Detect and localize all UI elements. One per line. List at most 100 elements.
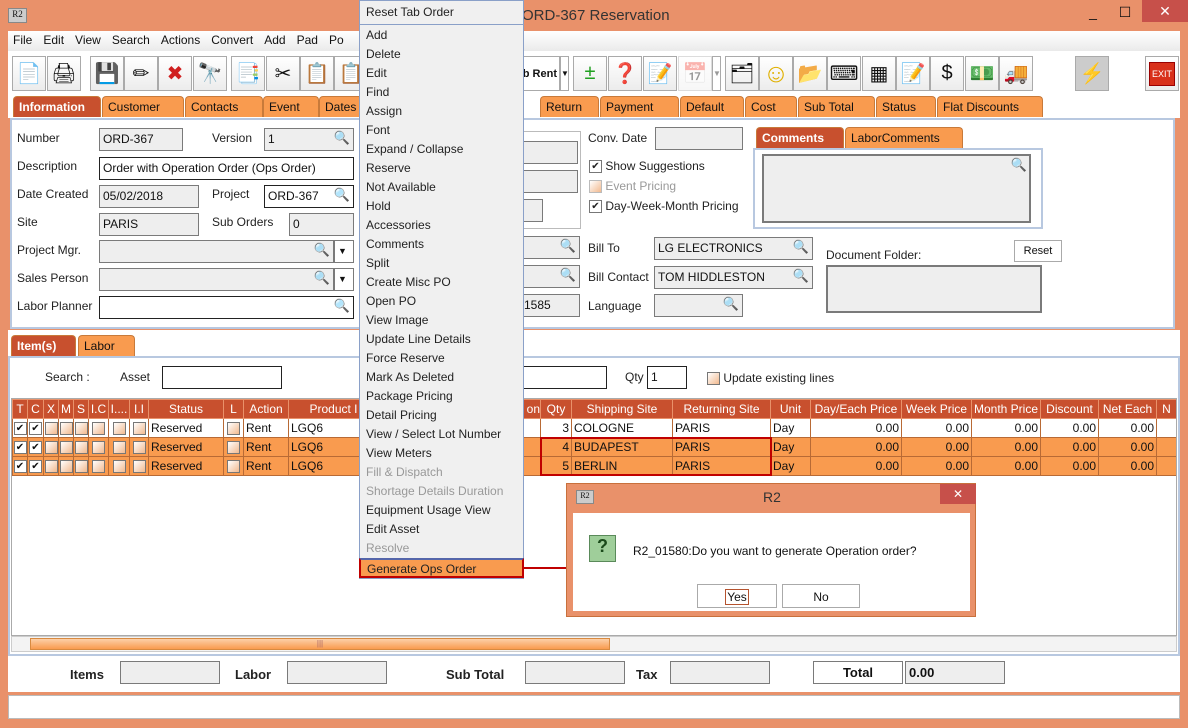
tab-sub-total[interactable]: Sub Total <box>798 96 875 117</box>
copy-icon[interactable]: 📋 <box>300 56 334 91</box>
returning-site-cell[interactable]: PARIS <box>672 456 771 476</box>
menu-actions[interactable]: Actions <box>160 33 201 47</box>
tab-customer[interactable]: Customer <box>102 96 184 117</box>
search-icon[interactable]: 🔍 <box>722 296 739 311</box>
money-forward-icon[interactable]: $ <box>930 56 964 91</box>
checkbox[interactable] <box>74 460 88 474</box>
menu-item-view-image[interactable]: View Image <box>366 313 429 327</box>
update-existing-lines-checkbox[interactable]: Update existing lines <box>707 371 834 386</box>
menu-po[interactable]: Po <box>328 33 344 47</box>
shipping-site-cell[interactable]: COLOGNE <box>571 418 673 438</box>
week-price-cell[interactable]: 0.00 <box>901 456 972 476</box>
sales-person-field[interactable]: 🔍 <box>99 268 334 291</box>
column-header[interactable]: N <box>1156 399 1176 419</box>
comments-textarea[interactable]: 🔍 <box>762 154 1031 223</box>
hierarchy-icon[interactable]: 🗂 <box>725 56 759 91</box>
column-header[interactable]: Unit <box>770 399 811 419</box>
search-icon[interactable]: 🔍 <box>333 187 350 202</box>
column-header[interactable]: L <box>223 399 244 419</box>
money-note-icon[interactable]: 💵 <box>965 56 999 91</box>
checkbox[interactable] <box>92 460 105 474</box>
day-price-cell[interactable]: 0.00 <box>810 418 902 438</box>
version-field[interactable]: 1 🔍 <box>264 128 354 151</box>
qty-cell[interactable]: 3 <box>540 418 572 438</box>
checkbox[interactable] <box>227 441 240 455</box>
checkbox[interactable] <box>92 441 105 455</box>
checkbox[interactable] <box>112 441 126 455</box>
site-field[interactable]: PARIS <box>99 213 199 236</box>
notepad-edit-icon[interactable]: 📝 <box>643 56 677 91</box>
hidden-field[interactable] <box>520 141 578 164</box>
day-price-cell[interactable]: 0.00 <box>810 456 902 476</box>
checkbox[interactable] <box>227 422 240 436</box>
menu-item-add[interactable]: Add <box>366 28 388 42</box>
conv-date-field[interactable] <box>655 127 743 150</box>
menu-item-view-select-lot-number[interactable]: View / Select Lot Number <box>366 427 502 441</box>
bill-contact-field[interactable]: TOM HIDDLESTON 🔍 <box>654 266 813 289</box>
checkbox[interactable] <box>112 422 126 436</box>
menu-item-split[interactable]: Split <box>366 256 390 270</box>
hidden-lookup-field[interactable]: 🔍 <box>520 265 580 288</box>
search-icon[interactable]: 🔍 <box>333 298 350 313</box>
partial-field[interactable]: 1585 <box>520 294 580 317</box>
menu-item-delete[interactable]: Delete <box>366 47 401 61</box>
column-header[interactable]: Week Price <box>901 399 972 419</box>
month-price-cell[interactable]: 0.00 <box>971 456 1041 476</box>
net-each-cell[interactable]: 0.00 <box>1098 437 1157 457</box>
search-icon[interactable]: 🔍 <box>333 130 350 145</box>
menu-item-expand-collapse[interactable]: Expand / Collapse <box>366 142 464 156</box>
folder-clock-icon[interactable]: 📂 <box>793 56 827 91</box>
project-mgr-field[interactable]: 🔍 <box>99 240 334 263</box>
scrollbar-thumb[interactable]: ||| <box>30 638 610 650</box>
checkbox[interactable]: ✔ <box>29 460 42 474</box>
column-header[interactable]: Status <box>148 399 224 419</box>
lock-cell[interactable] <box>223 456 244 476</box>
column-header[interactable]: C <box>27 399 44 419</box>
unit-cell[interactable]: Day <box>770 418 811 438</box>
cut-icon[interactable]: ✂ <box>266 56 300 91</box>
lock-cell[interactable] <box>223 437 244 457</box>
hidden-search-field[interactable] <box>520 366 607 389</box>
menu-pad[interactable]: Pad <box>296 33 318 47</box>
menu-item-edit[interactable]: Edit <box>366 66 387 80</box>
checkbox[interactable] <box>74 422 88 436</box>
tab-default[interactable]: Default <box>680 96 744 117</box>
menu-item-hold[interactable]: Hold <box>366 199 391 213</box>
search-icon[interactable]: 🔍 <box>559 238 576 253</box>
day-price-cell[interactable]: 0.00 <box>810 437 902 457</box>
menu-item-not-available[interactable]: Not Available <box>366 180 436 194</box>
date-created-field[interactable]: 05/02/2018 <box>99 185 199 208</box>
checkbox[interactable] <box>44 422 58 436</box>
column-header[interactable]: X <box>43 399 59 419</box>
menu-item-update-line-details[interactable]: Update Line Details <box>366 332 471 346</box>
bill-to-field[interactable]: LG ELECTRONICS 🔍 <box>654 237 813 260</box>
qty-field[interactable]: 1 <box>647 366 687 389</box>
discount-cell[interactable]: 0.00 <box>1040 456 1099 476</box>
checkbox[interactable] <box>59 441 73 455</box>
labor-planner-field[interactable]: 🔍 <box>99 296 354 319</box>
description-field[interactable]: Order with Operation Order (Ops Order) <box>99 157 354 180</box>
menu-item-find[interactable]: Find <box>366 85 390 99</box>
checkbox[interactable] <box>112 460 126 474</box>
no-button[interactable]: No <box>782 584 860 608</box>
menu-view[interactable]: View <box>75 33 101 47</box>
menu-item-reserve[interactable]: Reserve <box>366 161 411 175</box>
truck-icon[interactable]: 🚚 <box>999 56 1033 91</box>
document-folder-field[interactable] <box>826 265 1042 313</box>
edit-form-icon[interactable]: 📝 <box>896 56 930 91</box>
column-header[interactable]: M <box>58 399 74 419</box>
discount-cell[interactable]: 0.00 <box>1040 437 1099 457</box>
search-icon[interactable]: 🔍 <box>313 270 330 285</box>
menu-item-create-misc-po[interactable]: Create Misc PO <box>366 275 451 289</box>
show-suggestions-checkbox[interactable]: ✔ Show Suggestions <box>589 159 705 174</box>
keyboard-key-icon[interactable]: ⌨ <box>827 56 861 91</box>
n-cell[interactable] <box>1156 418 1176 438</box>
checkbox[interactable] <box>227 460 240 474</box>
tab-items[interactable]: Item(s) <box>11 335 76 356</box>
lightning-icon[interactable]: ⚡ <box>1075 56 1109 91</box>
menu-item-equipment-usage-view[interactable]: Equipment Usage View <box>366 503 491 517</box>
menu-item-open-po[interactable]: Open PO <box>366 294 417 308</box>
tab-flat-discounts[interactable]: Flat Discounts <box>937 96 1043 117</box>
column-header[interactable]: Discount <box>1040 399 1099 419</box>
menu-item-view-meters[interactable]: View Meters <box>366 446 432 460</box>
